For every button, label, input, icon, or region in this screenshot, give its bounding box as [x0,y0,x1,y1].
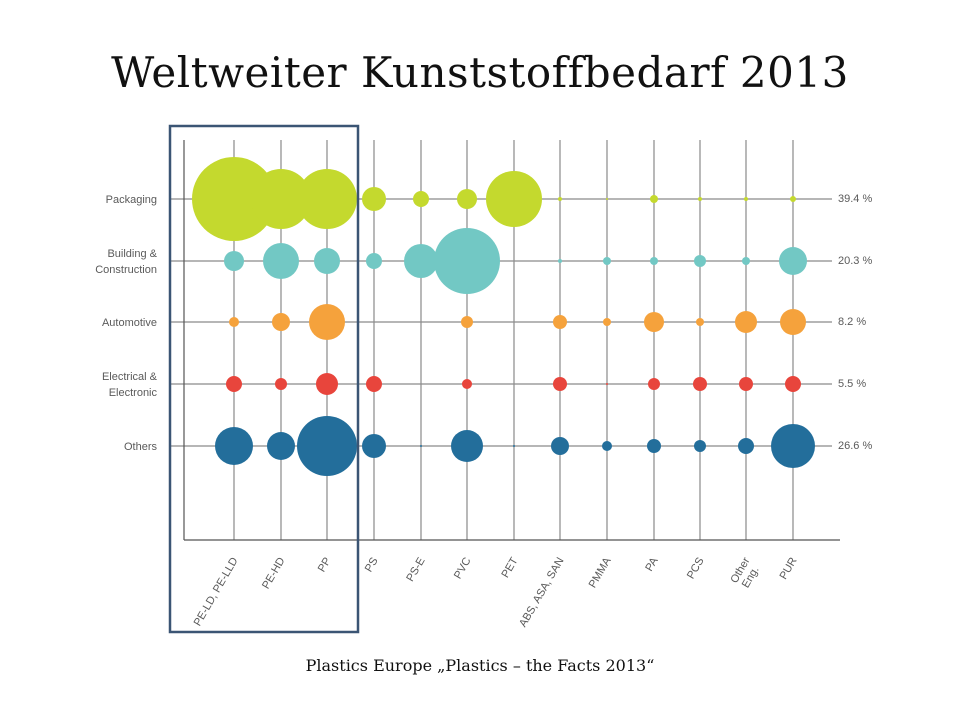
bubble [309,304,345,340]
x-tick-label: PE-LD, PE-LLD [192,555,241,628]
bubble [603,257,611,265]
bubble [434,228,500,294]
bubble [744,197,748,201]
x-tick-label: PE-HD [260,555,288,591]
bubble [420,445,422,447]
row-label: Others [124,441,158,453]
bubble [215,427,253,465]
bubble [693,377,707,391]
bubble [316,373,338,395]
bubble [226,376,242,392]
bubble [224,251,244,271]
bubble [606,383,608,385]
bubble [558,259,562,263]
bubble [606,198,608,200]
bubble [735,311,757,333]
x-tick-label: PUR [778,555,800,581]
bubble [742,257,750,265]
bubble [779,247,807,275]
row-label: Packaging [106,194,157,206]
x-tick-label: PCS [685,556,707,582]
bubble [192,157,276,241]
x-tick-label: PVC [452,555,474,581]
bubble [297,416,357,476]
bubble [558,197,562,201]
row-label: Automotive [102,317,157,329]
bubble [603,318,611,326]
bubble [785,376,801,392]
bubble [513,445,515,447]
bubble [297,169,357,229]
bubble [739,377,753,391]
bubble [267,432,295,460]
x-tick-label: PA [643,555,661,574]
x-tick-label: ABS, ASA, SAN [517,555,567,629]
bubble [461,316,473,328]
bubble [647,439,661,453]
row-label: Construction [95,264,157,276]
bubble [314,248,340,274]
bubble [413,191,429,207]
bubble [650,195,658,203]
bubble [275,378,287,390]
bubble [251,169,311,229]
bubble [553,377,567,391]
bubble [462,379,472,389]
x-tick-label: PMMA [587,555,614,590]
bubble [771,424,815,468]
bubble [366,376,382,392]
bubble [696,318,704,326]
bubble [366,253,382,269]
bubble [790,196,796,202]
bubble [648,378,660,390]
share-label: 26.6 % [838,440,872,452]
bubble [553,315,567,329]
bubble [738,438,754,454]
x-tick-label: PP [316,556,334,575]
bubble [404,244,438,278]
slide-title: Weltweiter Kunststoffbedarf 2013 [111,48,849,97]
x-tick-label: PS [363,556,381,575]
highlight-box [168,124,360,634]
bubble [451,430,483,462]
bubble [551,437,569,455]
bubble [698,197,702,201]
bubble [263,243,299,279]
bubble [272,313,290,331]
row-label: Electrical & [102,371,158,383]
share-label: 8.2 % [838,316,866,328]
share-label: 5.5 % [838,378,866,390]
bubble [780,309,806,335]
share-label: 39.4 % [838,193,872,205]
bubble [694,255,706,267]
x-tick-label: PET [500,555,521,580]
bubble [694,440,706,452]
row-label: Electronic [109,387,158,399]
row-label: Building & [107,248,157,260]
bubble [457,189,477,209]
bubble [644,312,664,332]
source-caption: Plastics Europe „Plastics – the Facts 20… [305,656,655,675]
x-tick-label: PS-E [404,556,427,584]
bubble [229,317,239,327]
share-label: 20.3 % [838,255,872,267]
bubble [362,187,386,211]
bubble [486,171,542,227]
bubble [650,257,658,265]
bubble [602,441,612,451]
bubble [362,434,386,458]
